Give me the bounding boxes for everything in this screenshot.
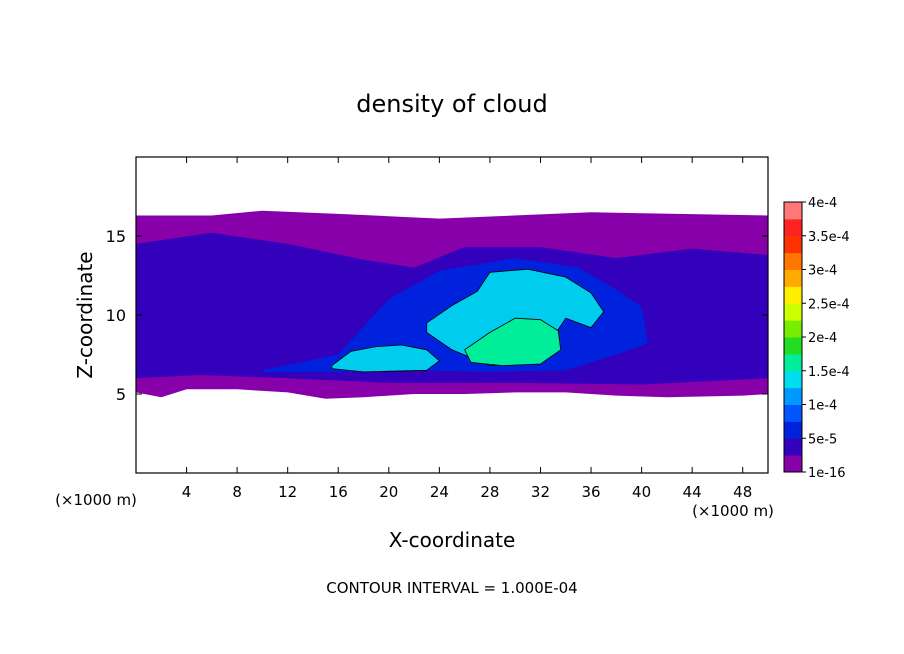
density-field bbox=[136, 210, 768, 399]
x-tick-label-4: 20 bbox=[379, 483, 398, 501]
x-tick-label-1: 8 bbox=[232, 483, 242, 501]
colorbar-swatch-13 bbox=[784, 235, 802, 254]
colorbar-label-7: 3.5e-4 bbox=[808, 230, 850, 245]
colorbar-swatch-2 bbox=[784, 421, 802, 439]
colorbar-swatch-11 bbox=[784, 269, 802, 287]
x-unit-left: (×1000 m) bbox=[55, 491, 137, 509]
colorbar-label-2: 1e-4 bbox=[808, 399, 837, 414]
colorbar-swatch-12 bbox=[784, 252, 802, 270]
x-tick-label-3: 16 bbox=[329, 483, 348, 501]
colorbar-swatch-0 bbox=[784, 455, 802, 473]
colorbar-label-3: 1.5e-4 bbox=[808, 365, 850, 380]
colorbar-swatch-7 bbox=[784, 337, 802, 355]
contour-interval-note: CONTOUR INTERVAL = 1.000E-04 bbox=[326, 579, 577, 597]
colorbar-swatch-9 bbox=[784, 303, 802, 321]
colorbar-label-5: 2.5e-4 bbox=[808, 297, 850, 312]
colorbar-swatch-4 bbox=[784, 387, 802, 405]
density-region-4 bbox=[331, 344, 441, 373]
x-tick-label-10: 44 bbox=[683, 483, 702, 501]
colorbar-swatch-15 bbox=[784, 202, 802, 220]
y-axis-label: Z-coordinate bbox=[73, 251, 97, 378]
x-tick-label-2: 12 bbox=[278, 483, 297, 501]
colorbar-swatch-10 bbox=[784, 286, 802, 304]
y-tick-label-0: 5 bbox=[116, 385, 126, 404]
x-tick-label-5: 24 bbox=[430, 483, 449, 501]
colorbar-swatch-8 bbox=[784, 320, 802, 338]
x-axis-label: X-coordinate bbox=[389, 528, 516, 552]
colorbar-label-0: 1e-16 bbox=[808, 466, 846, 481]
colorbar-swatch-6 bbox=[784, 353, 802, 372]
colorbar-label-8: 4e-4 bbox=[808, 196, 837, 211]
x-tick-label-7: 32 bbox=[531, 483, 550, 501]
x-tick-label-8: 36 bbox=[581, 483, 600, 501]
density-region-5 bbox=[464, 317, 562, 367]
x-tick-label-0: 4 bbox=[182, 483, 192, 501]
x-tick-label-11: 48 bbox=[733, 483, 752, 501]
y-tick-label-1: 10 bbox=[106, 306, 126, 325]
colorbar-swatch-3 bbox=[784, 404, 802, 422]
chart-title: density of cloud bbox=[356, 90, 547, 118]
colorbar-swatch-1 bbox=[784, 438, 802, 456]
colorbar-label-4: 2e-4 bbox=[808, 331, 837, 346]
x-tick-label-9: 40 bbox=[632, 483, 651, 501]
x-unit-right: (×1000 m) bbox=[692, 502, 774, 520]
colorbar: 1e-16 5e-5 1e-4 1.5e-4 2e-4 2.5e-4 3e-4 3.5e-4 4… bbox=[783, 196, 850, 481]
y-axis: 5 10 15 bbox=[106, 227, 768, 404]
x-tick-label-6: 28 bbox=[480, 483, 499, 501]
colorbar-swatch-5 bbox=[784, 370, 802, 389]
colorbar-swatch-14 bbox=[784, 218, 802, 237]
colorbar-label-6: 3e-4 bbox=[808, 264, 837, 279]
x-axis: 4 8 12 16 20 24 28 32 36 40 44 48 bbox=[182, 157, 752, 501]
y-tick-label-2: 15 bbox=[106, 227, 126, 246]
colorbar-label-1: 5e-5 bbox=[808, 432, 837, 447]
